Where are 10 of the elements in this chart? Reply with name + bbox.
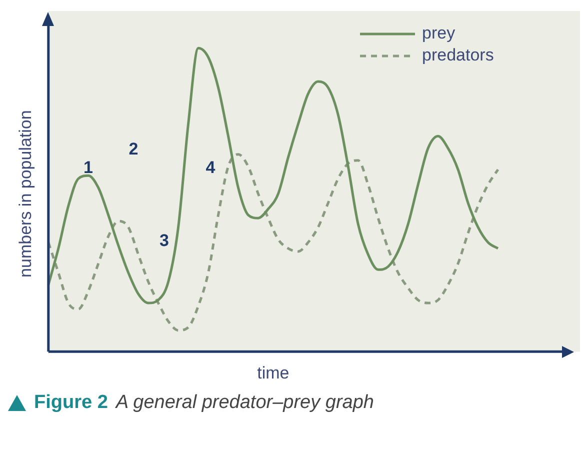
- legend-label: prey: [422, 24, 456, 43]
- annotation: 4: [206, 158, 216, 178]
- y-axis-title: numbers in population: [16, 110, 35, 278]
- legend-label: predators: [422, 46, 494, 65]
- annotation: 1: [84, 158, 94, 178]
- x-axis-title: time: [257, 363, 290, 382]
- text: Figure 2: [34, 392, 108, 414]
- text: A general predator–prey graph: [116, 392, 374, 414]
- annotation: 2: [128, 139, 138, 158]
- annotation: 3: [160, 230, 170, 250]
